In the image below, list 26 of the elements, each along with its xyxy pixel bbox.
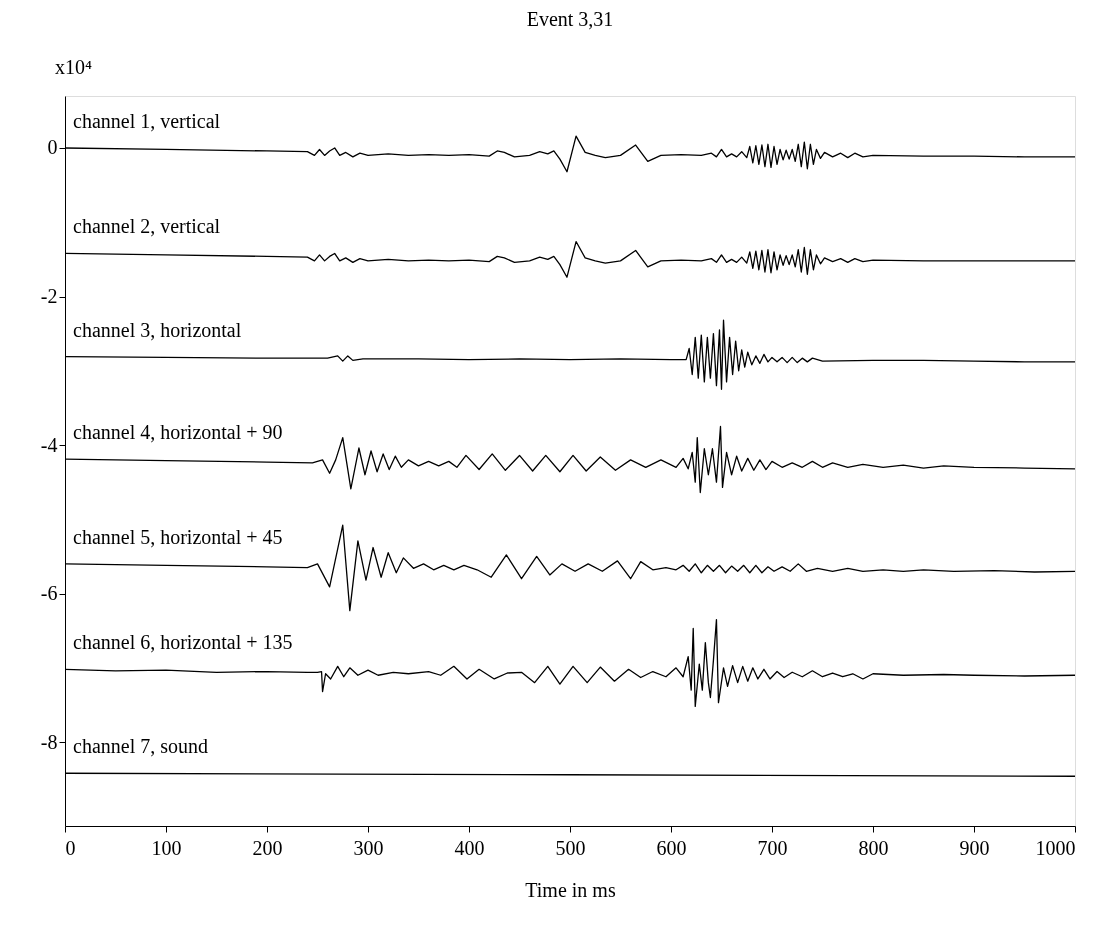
y-tick-label: -8 xyxy=(40,730,58,753)
series-label: channel 5, horizontal + 45 xyxy=(73,525,283,548)
x-tick-label: 600 xyxy=(656,836,687,859)
x-tick-label: 200 xyxy=(252,836,283,859)
series-label: channel 4, horizontal + 90 xyxy=(73,421,283,444)
y-tick-label: -6 xyxy=(40,582,58,605)
y-tick-label: 0 xyxy=(47,136,58,159)
x-tick-label: 300 xyxy=(353,836,384,859)
x-tick-label: 400 xyxy=(454,836,485,859)
chart-title: Event 3,31 xyxy=(526,8,614,30)
text: x10⁴ xyxy=(55,56,92,78)
series-label: channel 3, horizontal xyxy=(73,318,242,341)
x-tick-label: 1000 xyxy=(1035,836,1076,859)
series-label: channel 6, horizontal + 135 xyxy=(73,631,293,654)
series-label: channel 1, vertical xyxy=(73,109,221,132)
x-axis-title: Time in ms xyxy=(525,878,616,901)
x-tick-label: 700 xyxy=(757,836,788,859)
x-tick-label: 800 xyxy=(858,836,889,859)
series-label: channel 2, vertical xyxy=(73,215,221,238)
x-tick-label: 500 xyxy=(555,836,586,859)
y-tick-label: -2 xyxy=(40,285,58,308)
x-tick-label: 900 xyxy=(959,836,990,859)
series-label: channel 7, sound xyxy=(73,735,208,758)
y-tick-label: -4 xyxy=(40,433,58,456)
x-tick-label: 100 xyxy=(151,836,182,859)
x-tick-label: 0 xyxy=(65,836,76,859)
